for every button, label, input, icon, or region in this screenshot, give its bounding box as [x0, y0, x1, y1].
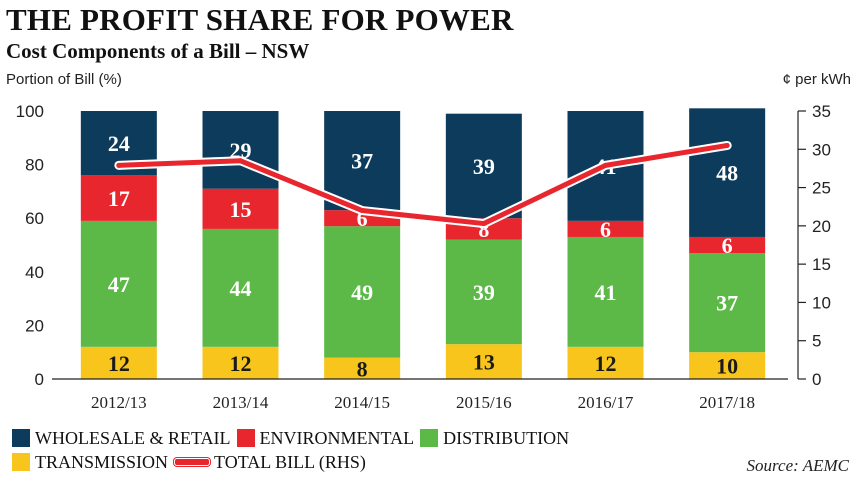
- y-tick-right-label: 25: [812, 179, 831, 198]
- bar-segment-transmission: [80, 346, 157, 379]
- data-label-transmission: 12: [108, 351, 130, 376]
- chart-title: THE PROFIT SHARE FOR POWER: [6, 2, 514, 37]
- data-label-transmission: 12: [230, 351, 252, 376]
- data-label-environmental: 17: [108, 186, 130, 211]
- data-label-wholesale-retail: 39: [473, 154, 495, 179]
- legend-label-transmission: TRANSMISSION: [35, 451, 169, 472]
- bar-segment-environmental: [567, 220, 644, 237]
- total-bill-point: [481, 221, 487, 227]
- bar-segment-wholesale-retail: [324, 111, 401, 211]
- data-label-transmission: 8: [357, 356, 368, 381]
- legend-swatch-wholesale-retail: [12, 429, 30, 447]
- x-tick-label: 2014/15: [334, 393, 390, 412]
- x-tick-label: 2012/13: [91, 393, 147, 412]
- y-axis-label-left: Portion of Bill (%): [6, 71, 122, 88]
- total-bill-point: [238, 158, 243, 164]
- legend-row-1: WHOLESALE & RETAIL ENVIRONMENTAL DISTRIB…: [12, 426, 712, 450]
- legend-label-environmental: ENVIRONMENTAL: [259, 427, 415, 448]
- y-tick-left-label: 80: [25, 156, 44, 175]
- data-label-distribution: 41: [595, 280, 617, 305]
- legend-item-total-bill: TOTAL BILL (RHS): [173, 451, 366, 473]
- data-label-distribution: 49: [351, 280, 373, 305]
- y-tick-left-label: 40: [25, 263, 44, 282]
- bar-segment-environmental: [689, 236, 766, 254]
- data-label-environmental: 15: [230, 197, 252, 222]
- legend-swatch-total-bill: [173, 457, 212, 467]
- data-label-environmental: 6: [600, 217, 611, 242]
- data-label-distribution: 47: [108, 272, 130, 297]
- data-label-transmission: 13: [473, 350, 495, 375]
- data-label-transmission: 12: [595, 351, 617, 376]
- x-tick-label: 2013/14: [213, 393, 269, 412]
- legend-row-2: TRANSMISSION TOTAL BILL (RHS): [12, 450, 712, 474]
- y-tick-left-label: 20: [25, 316, 44, 335]
- x-tick-label: 2016/17: [578, 393, 634, 412]
- y-tick-left-label: 60: [25, 209, 44, 228]
- source-note: Source: AEMC: [746, 456, 849, 475]
- y-tick-right-label: 5: [812, 332, 821, 351]
- y-tick-right-label: 35: [812, 102, 831, 121]
- bar-segment-distribution: [80, 220, 157, 347]
- y-tick-right-label: 30: [812, 140, 831, 159]
- legend-item-wholesale-retail: WHOLESALE & RETAIL: [12, 428, 231, 449]
- bar-segment-distribution: [202, 228, 279, 347]
- data-label-environmental: 6: [722, 233, 733, 258]
- bar-segment-distribution: [567, 236, 644, 347]
- chart-subtitle: Cost Components of a Bill – NSW: [6, 39, 310, 63]
- total-bill-line: [116, 142, 730, 227]
- legend-label-total-bill: TOTAL BILL (RHS): [214, 451, 366, 472]
- bar-segment-distribution: [324, 226, 401, 358]
- data-label-environmental: 6: [357, 206, 368, 231]
- legend-swatch-distribution: [420, 429, 439, 447]
- bar-segment-environmental: [202, 188, 279, 229]
- data-label-wholesale-retail: 48: [716, 161, 738, 186]
- legend-label-distribution: DISTRIBUTION: [443, 427, 570, 448]
- total-bill-point: [724, 142, 730, 148]
- y-tick-left-label: 0: [35, 370, 44, 389]
- y-tick-right-label: 15: [812, 255, 831, 274]
- y-tick-right-label: 0: [812, 370, 821, 389]
- data-label-distribution: 44: [230, 276, 252, 301]
- total-bill-point: [359, 208, 365, 214]
- data-label-wholesale-retail: 37: [351, 149, 373, 174]
- total-bill-point: [116, 162, 122, 168]
- x-tick-label: 2015/16: [456, 393, 512, 412]
- bar-segment-wholesale-retail: [445, 113, 522, 219]
- legend-swatch-environmental: [236, 429, 255, 447]
- legend-item-environmental: ENVIRONMENTAL: [236, 427, 415, 449]
- bar-segment-transmission: [324, 357, 401, 379]
- y-tick-left-label: 100: [16, 102, 44, 121]
- bar-segment-transmission: [445, 344, 522, 379]
- bar-segment-transmission: [567, 346, 644, 379]
- y-axis-label-right: ¢ per kWh: [782, 71, 851, 88]
- data-label-distribution: 37: [716, 291, 738, 316]
- bar-segment-wholesale-retail: [689, 108, 766, 237]
- legend-item-transmission: TRANSMISSION: [12, 452, 168, 473]
- total-bill-point: [603, 162, 608, 168]
- bar-segment-environmental: [80, 175, 157, 221]
- y-tick-right-label: 20: [812, 217, 831, 236]
- legend-item-distribution: DISTRIBUTION: [420, 428, 569, 449]
- y-tick-right-label: 10: [812, 293, 831, 312]
- x-tick-label: 2017/18: [699, 393, 755, 412]
- data-label-transmission: 10: [716, 354, 738, 379]
- bar-segment-transmission: [202, 346, 279, 379]
- legend-swatch-transmission: [12, 453, 30, 471]
- data-label-wholesale-retail: 24: [108, 131, 130, 156]
- legend: WHOLESALE & RETAIL ENVIRONMENTAL DISTRIB…: [12, 426, 712, 474]
- data-label-environmental: 8: [478, 217, 489, 242]
- bar-segment-transmission: [689, 352, 766, 379]
- legend-label-wholesale-retail: WHOLESALE & RETAIL: [35, 427, 231, 448]
- bar-segment-distribution: [689, 253, 766, 353]
- data-label-distribution: 39: [473, 280, 495, 305]
- bar-segment-distribution: [445, 239, 522, 345]
